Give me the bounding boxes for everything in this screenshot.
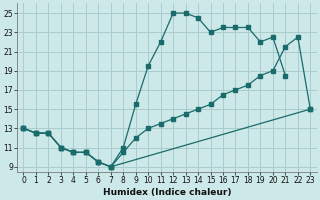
X-axis label: Humidex (Indice chaleur): Humidex (Indice chaleur) [103,188,231,197]
